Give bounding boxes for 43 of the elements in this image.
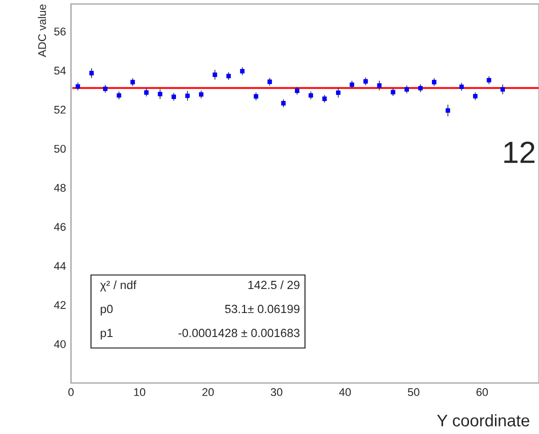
y-tick-label: 40 [54, 340, 66, 348]
point [158, 92, 162, 96]
y-tick-label: 50 [54, 144, 66, 153]
point [212, 72, 218, 77]
point [322, 96, 327, 101]
annotation: -0.0001428 ± 0.001683 [178, 328, 300, 338]
annotation: p1 [100, 328, 113, 340]
y-tick-label: 52 [54, 106, 66, 114]
x-tick-label: 40 [339, 388, 351, 396]
y-tick-label: 46 [54, 222, 66, 231]
x-tick-label: 10 [134, 388, 146, 396]
x-tick-label: 0 [68, 388, 74, 396]
y-tick-label: 54 [54, 66, 66, 75]
y-tick-label: 42 [54, 301, 66, 309]
x-tick-label: 30 [270, 388, 282, 396]
point [103, 86, 108, 92]
point [89, 70, 94, 76]
point [294, 88, 300, 93]
point [172, 94, 176, 100]
annotation: χ² / ndf [100, 280, 136, 292]
point [473, 94, 478, 98]
point [418, 86, 423, 90]
y-tick-label: 48 [54, 184, 66, 192]
y-tick-label: 44 [54, 262, 66, 270]
x-tick-label: 50 [408, 388, 420, 396]
point [446, 108, 450, 113]
text: Y coordinate [437, 414, 530, 426]
point [281, 101, 286, 106]
annotation: 142.5 / 29 [248, 280, 300, 290]
y-tick-label: 56 [54, 28, 66, 36]
point [377, 83, 382, 88]
point [267, 80, 272, 84]
annotation: 53.1± 0.06199 [225, 304, 300, 314]
x-tick-label: 20 [202, 388, 214, 396]
x-tick-label: 60 [476, 388, 488, 396]
point [336, 90, 340, 95]
point [185, 94, 190, 98]
point [486, 78, 492, 82]
point [500, 87, 505, 92]
annotation: p0 [100, 304, 113, 316]
point [240, 68, 245, 74]
annotation: 12 [504, 142, 534, 163]
y-axis-title: ADC value [38, 4, 46, 58]
